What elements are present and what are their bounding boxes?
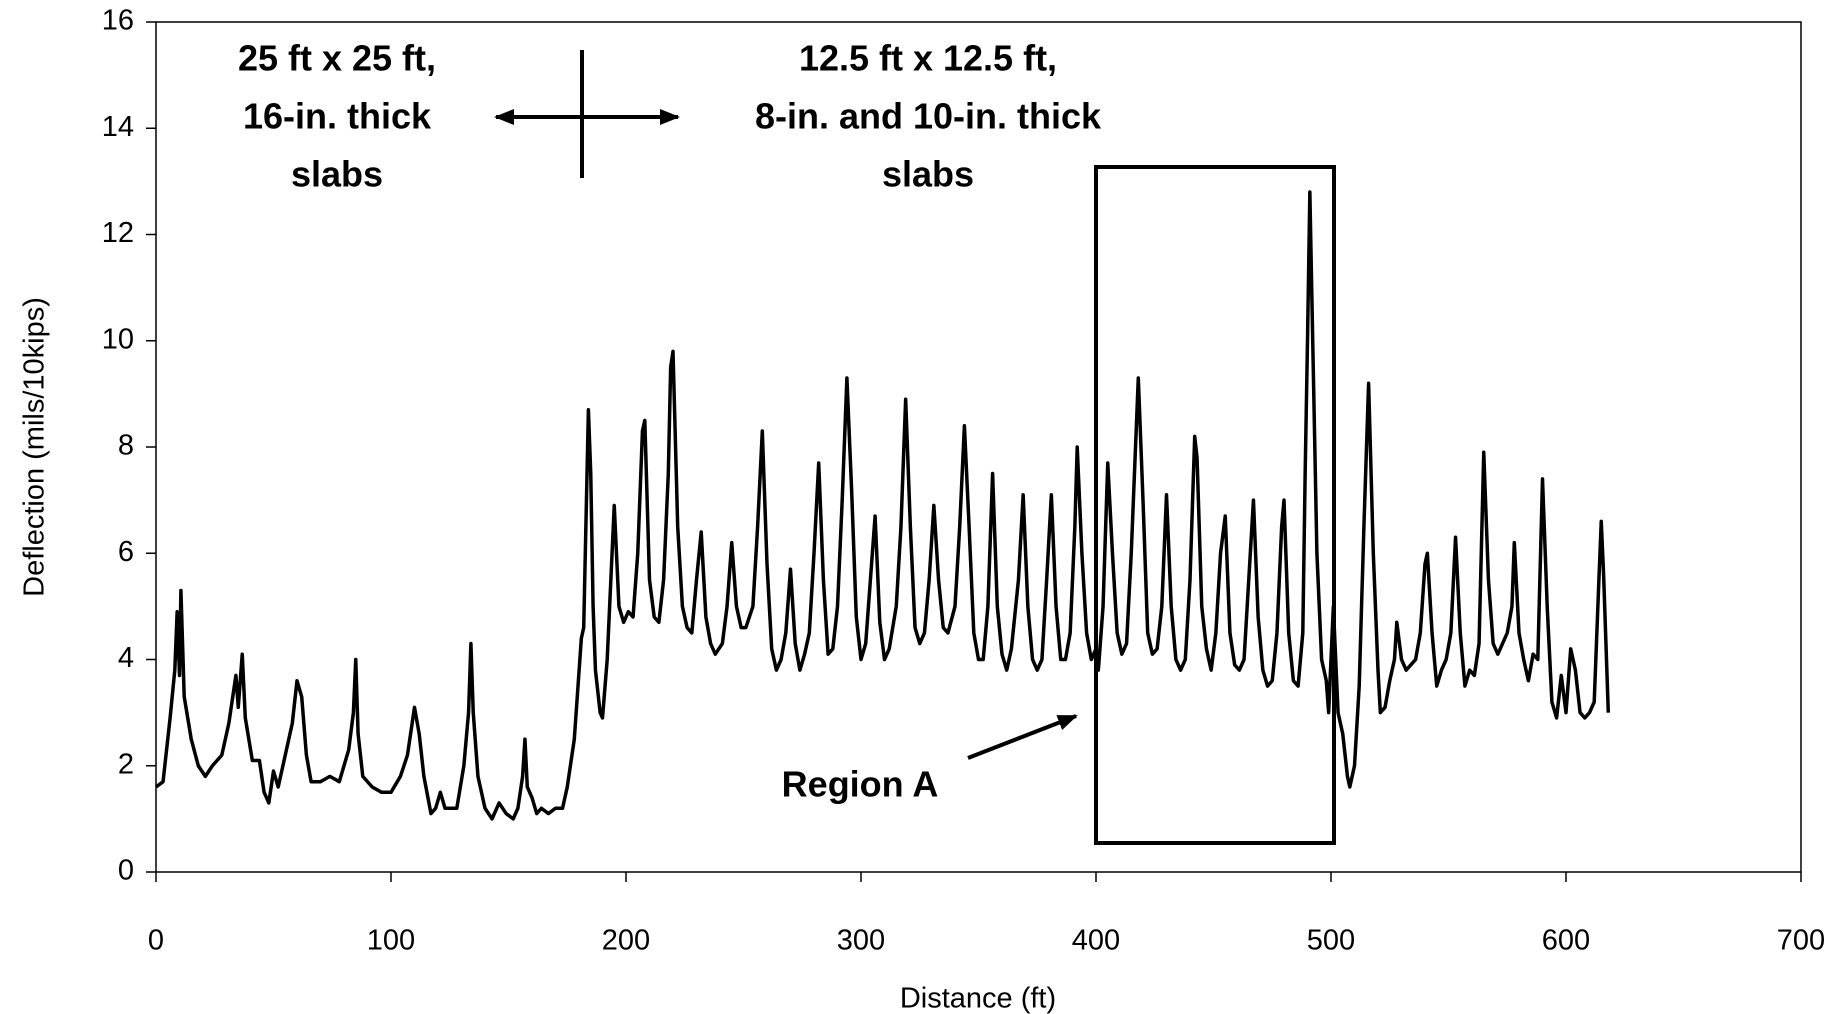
- y-tick-label: 0: [118, 855, 134, 887]
- x-tick-label: 300: [837, 925, 885, 957]
- x-tick-label: 600: [1542, 925, 1590, 957]
- y-tick-label: 12: [102, 217, 134, 249]
- x-tick-label: 100: [367, 925, 415, 957]
- x-tick-label: 400: [1072, 925, 1120, 957]
- y-tick-label: 8: [118, 430, 134, 462]
- region-arrow: [967, 714, 1078, 760]
- annotation-left: 25 ft x 25 ft, 16-in. thick slabs: [238, 38, 436, 195]
- annotation-line: 16-in. thick: [243, 96, 432, 137]
- x-tick-label: 0: [148, 925, 164, 957]
- annotation-line: slabs: [291, 154, 383, 195]
- x-axis-label: Distance (ft): [900, 983, 1056, 1014]
- y-tick-label: 16: [102, 5, 134, 37]
- annotation-line: 25 ft x 25 ft,: [238, 38, 436, 79]
- annotation-line: 12.5 ft x 12.5 ft,: [799, 38, 1057, 79]
- y-tick-label: 2: [118, 748, 134, 780]
- annotation-line: 8-in. and 10-in. thick: [755, 96, 1102, 137]
- y-tick-label: 14: [102, 111, 134, 143]
- x-tick-label: 700: [1777, 925, 1825, 957]
- data-line: [154, 190, 1611, 821]
- annotation-right: 12.5 ft x 12.5 ft, 8-in. and 10-in. thic…: [755, 38, 1102, 195]
- region-label: Region A: [782, 764, 939, 805]
- x-tick-label: 200: [602, 925, 650, 957]
- x-tick-label: 500: [1307, 925, 1355, 957]
- y-tick-label: 4: [118, 642, 134, 674]
- y-axis-label: Deflection (mils/10kips): [19, 297, 51, 597]
- y-tick-label: 6: [118, 536, 134, 568]
- y-tick-label: 10: [102, 323, 134, 355]
- plot-frame: [155, 21, 1802, 873]
- region-box: [1094, 165, 1336, 845]
- annotation-line: slabs: [882, 154, 974, 195]
